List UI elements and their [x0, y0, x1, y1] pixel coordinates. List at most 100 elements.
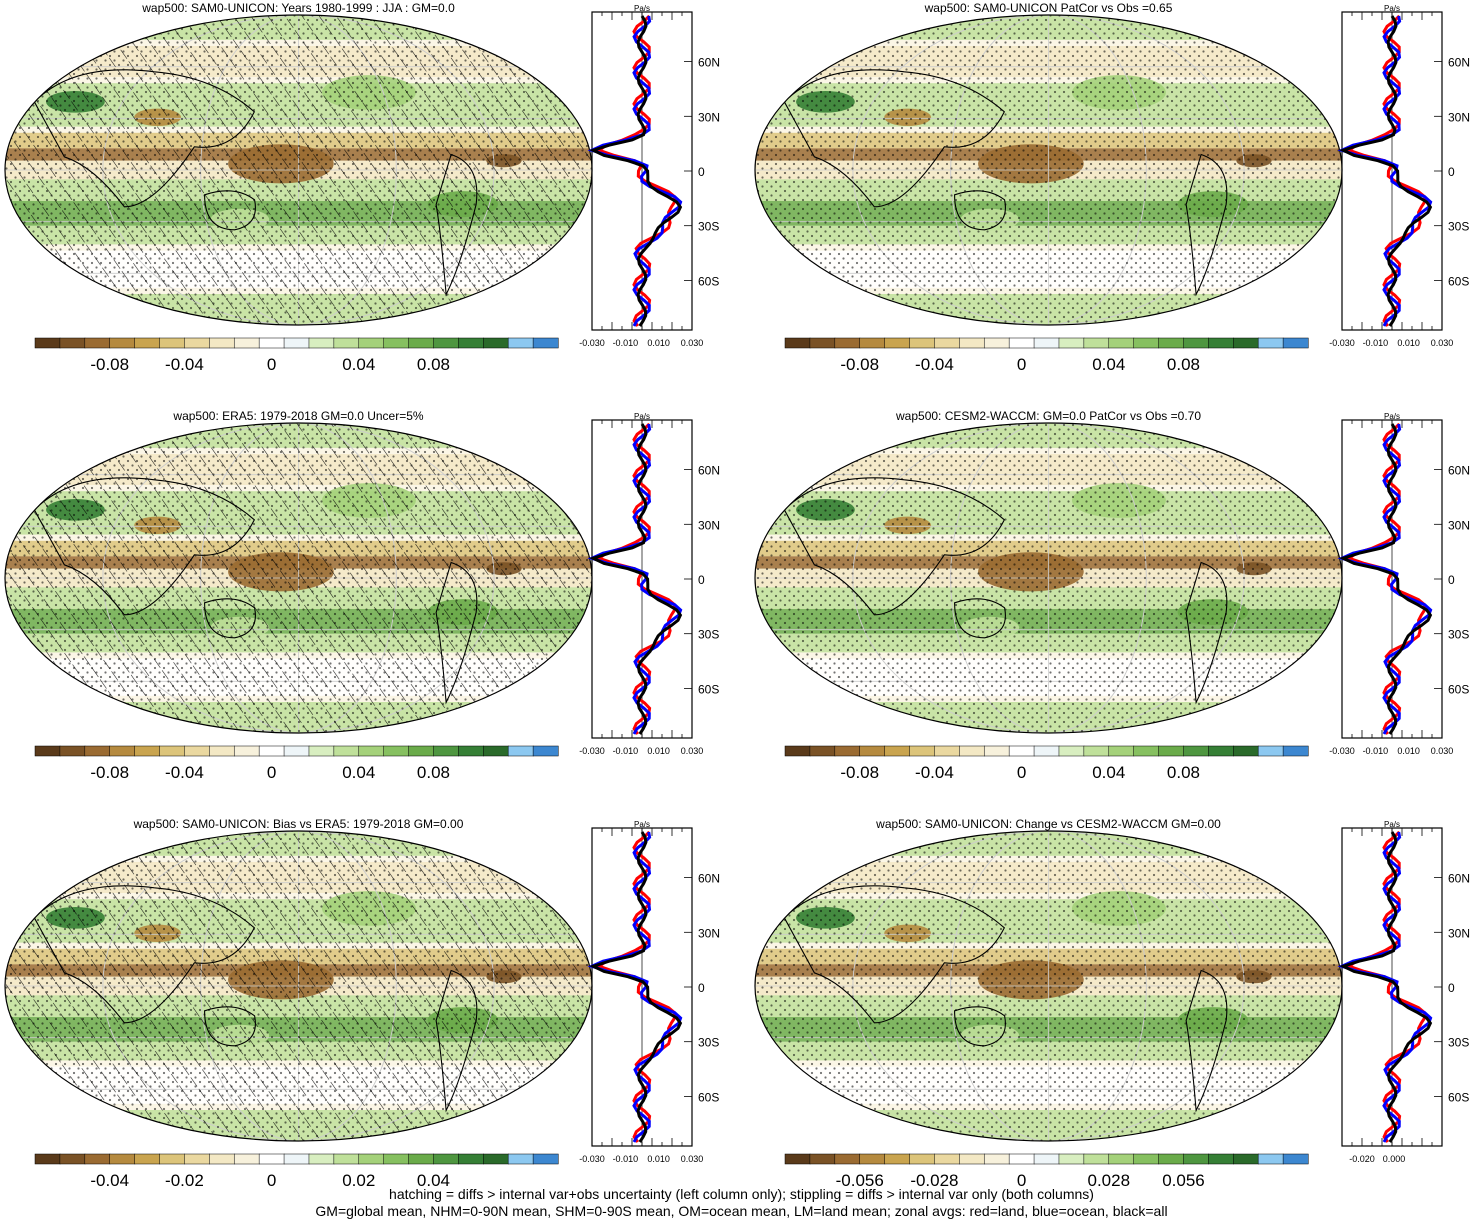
zonal-mean-plot [587, 419, 693, 739]
colorbar-swatch [1008, 337, 1035, 349]
colorbar-swatch [934, 337, 960, 349]
zonal-mean-plot [1337, 419, 1443, 739]
colorbar-swatch [408, 1153, 435, 1165]
panel-title: wap500: CESM2-WACCM: GM=0.0 PatCor vs Ob… [896, 409, 1201, 423]
zonal-x-tick-label: 0.030 [1431, 746, 1454, 756]
zonal-unit-label: Pa/s [1384, 820, 1400, 829]
colorbar-swatch [433, 1153, 459, 1165]
colorbar-swatch [507, 745, 534, 757]
colorbar-swatch [433, 745, 459, 757]
panel-title: wap500: SAM0-UNICON: Years 1980-1999 : J… [142, 1, 455, 15]
colorbar-swatch [809, 337, 836, 349]
colorbar-swatch [59, 1153, 86, 1165]
colorbar-swatch [983, 1153, 1010, 1165]
zonal-lat-label: 60N [1448, 464, 1470, 478]
zonal-line [589, 831, 683, 1143]
colorbar-swatch [333, 1153, 360, 1165]
zonal-mean-plot [1337, 827, 1443, 1147]
colorbar-swatch [1083, 1153, 1110, 1165]
colorbar-swatch [532, 1153, 559, 1165]
colorbar [784, 745, 1309, 757]
zonal-line [596, 830, 677, 1143]
colorbar-swatch [358, 1153, 385, 1165]
map-border [754, 830, 1343, 1142]
colorbar-swatch [809, 745, 836, 757]
zonal-line [589, 15, 683, 327]
colorbar-swatch [1183, 745, 1209, 757]
colorbar-tick-label: 0.04 [1092, 355, 1125, 374]
colorbar-tick-label: 0.08 [1167, 355, 1200, 374]
colorbar-tick-label: -0.08 [90, 355, 129, 374]
colorbar-swatch [209, 337, 235, 349]
zonal-line [1339, 423, 1433, 735]
colorbar-swatch [34, 1153, 61, 1165]
zonal-line [587, 831, 683, 1143]
map-field [755, 423, 1342, 733]
colorbar-swatch [1282, 745, 1309, 757]
colorbar-swatch [1108, 745, 1135, 757]
colorbar-swatch [1183, 1153, 1209, 1165]
colorbar-swatch [1158, 337, 1185, 349]
colorbar-swatch [283, 745, 310, 757]
map-border [754, 14, 1343, 326]
zonal-lat-label: 30N [1448, 110, 1470, 124]
zonal-x-tick-label: 0.010 [1397, 746, 1420, 756]
zonal-line [596, 14, 677, 327]
zonal-x-tick-label: -0.010 [1363, 338, 1389, 348]
colorbar [34, 337, 559, 349]
zonal-unit-label: Pa/s [634, 412, 650, 421]
zonal-x-tick-label: 0.030 [681, 1154, 704, 1164]
colorbar-swatch [1282, 1153, 1309, 1165]
zonal-x-tick-label: 0.030 [681, 338, 704, 348]
zonal-line [1346, 830, 1427, 1143]
colorbar-swatch [1108, 1153, 1135, 1165]
zonal-lat-label: 30N [698, 110, 720, 124]
colorbar-swatch [859, 1153, 886, 1165]
zonal-x-tick-label: -0.010 [1363, 746, 1389, 756]
colorbar-swatch [383, 745, 410, 757]
colorbar-swatch [258, 745, 285, 757]
zonal-x-tick-label: 0.030 [1431, 338, 1454, 348]
colorbar-swatch [209, 1153, 235, 1165]
zonal-x-tick-label: -0.030 [1329, 746, 1355, 756]
colorbar-swatch [1133, 337, 1160, 349]
colorbar-swatch [1008, 745, 1035, 757]
zonal-x-tick-label: 0.010 [1397, 338, 1420, 348]
colorbar-swatch [1257, 1153, 1284, 1165]
colorbar-swatch [233, 745, 260, 757]
colorbar-swatch [909, 1153, 935, 1165]
colorbar-swatch [959, 337, 985, 349]
map-field [5, 15, 592, 325]
colorbar-swatch [1083, 337, 1110, 349]
colorbar-swatch [834, 1153, 861, 1165]
caption-line-1: hatching = diffs > internal var+obs unce… [389, 1186, 1094, 1202]
colorbar-tick-label: 0 [1017, 763, 1026, 782]
colorbar-swatch [483, 1153, 509, 1165]
zonal-x-tick-label: -0.030 [579, 338, 605, 348]
colorbar-tick-label: 0.04 [342, 355, 375, 374]
colorbar-swatch [859, 337, 886, 349]
zonal-lat-label: 0 [1448, 573, 1455, 587]
colorbar-swatch [1133, 745, 1160, 757]
zonal-x-tick-label: -0.020 [1349, 1154, 1375, 1164]
colorbar-swatch [209, 745, 235, 757]
colorbar-tick-label: 0.04 [342, 763, 375, 782]
colorbar-swatch [383, 1153, 410, 1165]
zonal-lat-label: 30N [1448, 926, 1470, 940]
zonal-line [589, 423, 683, 735]
colorbar-swatch [333, 337, 360, 349]
colorbar-swatch [333, 745, 360, 757]
colorbar-swatch [1058, 337, 1085, 349]
colorbar-swatch [233, 337, 260, 349]
zonal-line [1337, 15, 1433, 327]
colorbar-swatch [1158, 745, 1185, 757]
zonal-lat-label: 0 [698, 981, 705, 995]
map-field [755, 831, 1342, 1141]
zonal-x-tick-label: -0.030 [579, 1154, 605, 1164]
colorbar-swatch [483, 745, 509, 757]
map-border [4, 422, 593, 734]
zonal-lat-label: 60N [1448, 56, 1470, 70]
